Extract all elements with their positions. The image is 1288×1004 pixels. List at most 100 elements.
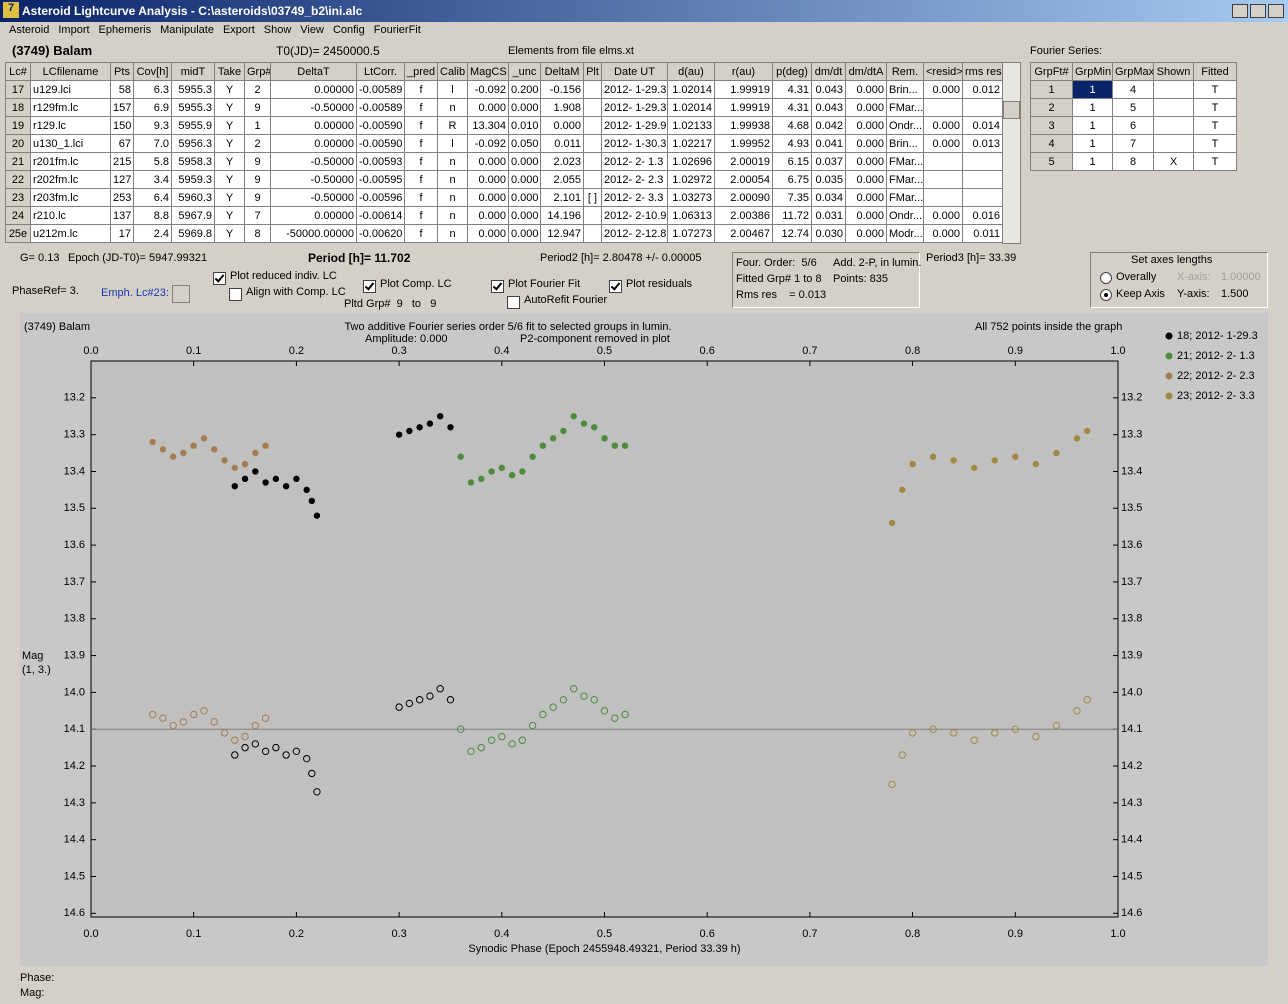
table-cell[interactable]: 2	[244, 80, 271, 99]
table-cell[interactable]: 0.000	[845, 116, 887, 135]
table-cell[interactable]: 5969.8	[171, 224, 215, 243]
table-cell[interactable]: 1.06313	[667, 206, 715, 225]
table-cell[interactable]: 0.00000	[270, 134, 357, 153]
menu-item[interactable]: Export	[222, 24, 255, 36]
table-cell[interactable]: 0.043	[811, 80, 846, 99]
column-header[interactable]: DeltaT	[270, 62, 357, 81]
table-cell[interactable]	[1153, 134, 1194, 153]
column-header[interactable]: Pts	[110, 62, 134, 81]
table-cell[interactable]: 0.030	[811, 224, 846, 243]
table-cell[interactable]: 0.000	[467, 152, 509, 171]
table-cell[interactable]: 137	[110, 206, 134, 225]
checkbox[interactable]	[491, 280, 504, 293]
table-cell[interactable]: 2.101	[540, 188, 584, 207]
table-cell[interactable]: r210.lc	[30, 206, 111, 225]
table-cell[interactable]: 0.000	[467, 224, 509, 243]
table-cell[interactable]: 4.68	[772, 116, 812, 135]
table-cell[interactable]: 7.0	[133, 134, 172, 153]
table-cell[interactable]: 18	[5, 98, 31, 117]
table-cell[interactable]	[583, 80, 602, 99]
table-cell[interactable]: u130_1.lci	[30, 134, 111, 153]
table-cell[interactable]: 9.3	[133, 116, 172, 135]
table-cell[interactable]: Y	[214, 152, 245, 171]
table-cell[interactable]: f	[404, 206, 438, 225]
table-cell[interactable]: 0.011	[962, 224, 1003, 243]
table-cell[interactable]: 0.200	[508, 80, 541, 99]
table-cell[interactable]: -0.00590	[356, 134, 405, 153]
column-header[interactable]: rms res	[962, 62, 1003, 81]
table-cell[interactable]: n	[437, 188, 468, 207]
table-cell[interactable]: 1	[1072, 134, 1113, 153]
table-cell[interactable]: f	[404, 152, 438, 171]
table-cell[interactable]: 21	[5, 152, 31, 171]
checkbox[interactable]	[229, 288, 242, 301]
table-cell[interactable]: FMar...	[886, 98, 924, 117]
table-cell[interactable]: 5955.3	[171, 80, 215, 99]
table-cell[interactable]: 1	[1072, 80, 1113, 99]
checkbox-label[interactable]: Plot reduced indiv. LC	[230, 270, 337, 282]
table-cell[interactable]	[962, 170, 1003, 189]
table-cell[interactable]: 0.031	[811, 206, 846, 225]
table-row[interactable]: 20 u130_1.lci 67 7.0 5956.3 Y 2 0.00000 -0.00590…	[5, 134, 1003, 153]
table-cell[interactable]: 9	[244, 188, 271, 207]
table-cell[interactable]: 0.000	[467, 206, 509, 225]
checkbox-label[interactable]: Align with Comp. LC	[246, 286, 346, 298]
table-cell[interactable]: 9	[244, 170, 271, 189]
table-cell[interactable]: 2012- 2- 3.3	[601, 188, 668, 207]
table-cell[interactable]: n	[437, 98, 468, 117]
table-cell[interactable]: -0.00589	[356, 98, 405, 117]
column-header[interactable]: _unc	[508, 62, 541, 81]
table-cell[interactable]: 2.00467	[714, 224, 773, 243]
table-cell[interactable]: n	[437, 170, 468, 189]
column-header[interactable]: GrpFt#	[1030, 62, 1073, 81]
table-cell[interactable]: Modr...	[886, 224, 924, 243]
table-cell[interactable]: 8	[244, 224, 271, 243]
table-cell[interactable]: 0.000	[923, 134, 963, 153]
table-cell[interactable]: u212m.lc	[30, 224, 111, 243]
table-cell[interactable]: FMar...	[886, 152, 924, 171]
table-cell[interactable]: 0.050	[508, 134, 541, 153]
table-cell[interactable]: 4.31	[772, 80, 812, 99]
table-cell[interactable]: 0.000	[508, 188, 541, 207]
column-header[interactable]: dm/dtA	[845, 62, 887, 81]
table-cell[interactable]: 0.000	[467, 170, 509, 189]
table-cell[interactable]: 0.00000	[270, 80, 357, 99]
table-cell[interactable]: 5956.3	[171, 134, 215, 153]
column-header[interactable]: p(deg)	[772, 62, 812, 81]
column-header[interactable]: GrpMax	[1112, 62, 1154, 81]
table-cell[interactable]: 1.99952	[714, 134, 773, 153]
table-cell[interactable]: -0.00620	[356, 224, 405, 243]
table-cell[interactable]: -0.092	[467, 134, 509, 153]
table-cell[interactable]: 1.02014	[667, 80, 715, 99]
table-cell[interactable]: 5967.9	[171, 206, 215, 225]
checkbox-label[interactable]: Plot Comp. LC	[380, 278, 452, 290]
table-cell[interactable]: 0.000	[845, 134, 887, 153]
table-cell[interactable]: 2.00054	[714, 170, 773, 189]
column-header[interactable]: _pred	[404, 62, 438, 81]
radio-keep-label[interactable]: Keep Axis	[1116, 288, 1165, 300]
table-cell[interactable]: -0.00593	[356, 152, 405, 171]
table-cell[interactable]: -0.00595	[356, 170, 405, 189]
table-cell[interactable]: 5955.3	[171, 98, 215, 117]
table-cell[interactable]: 1	[1072, 116, 1113, 135]
table-cell[interactable]: 5958.3	[171, 152, 215, 171]
table-cell[interactable]: 5959.3	[171, 170, 215, 189]
table-cell[interactable]: Ondr...	[886, 206, 924, 225]
table-cell[interactable]: FMar...	[886, 170, 924, 189]
table-cell[interactable]: 0.012	[962, 80, 1003, 99]
column-header[interactable]: MagCS	[467, 62, 509, 81]
table-cell[interactable]: l	[437, 80, 468, 99]
table-cell[interactable]: 1.07273	[667, 224, 715, 243]
table-cell[interactable]: 0.035	[811, 170, 846, 189]
table-cell[interactable]: R	[437, 116, 468, 135]
table-cell[interactable]: -0.00590	[356, 116, 405, 135]
column-header[interactable]: Date UT	[601, 62, 668, 81]
table-cell[interactable]: -0.50000	[270, 188, 357, 207]
checkbox[interactable]	[507, 296, 520, 309]
table-cell[interactable]: 5	[1030, 152, 1073, 171]
table-cell[interactable]: Y	[214, 224, 245, 243]
table-cell[interactable]	[583, 116, 602, 135]
